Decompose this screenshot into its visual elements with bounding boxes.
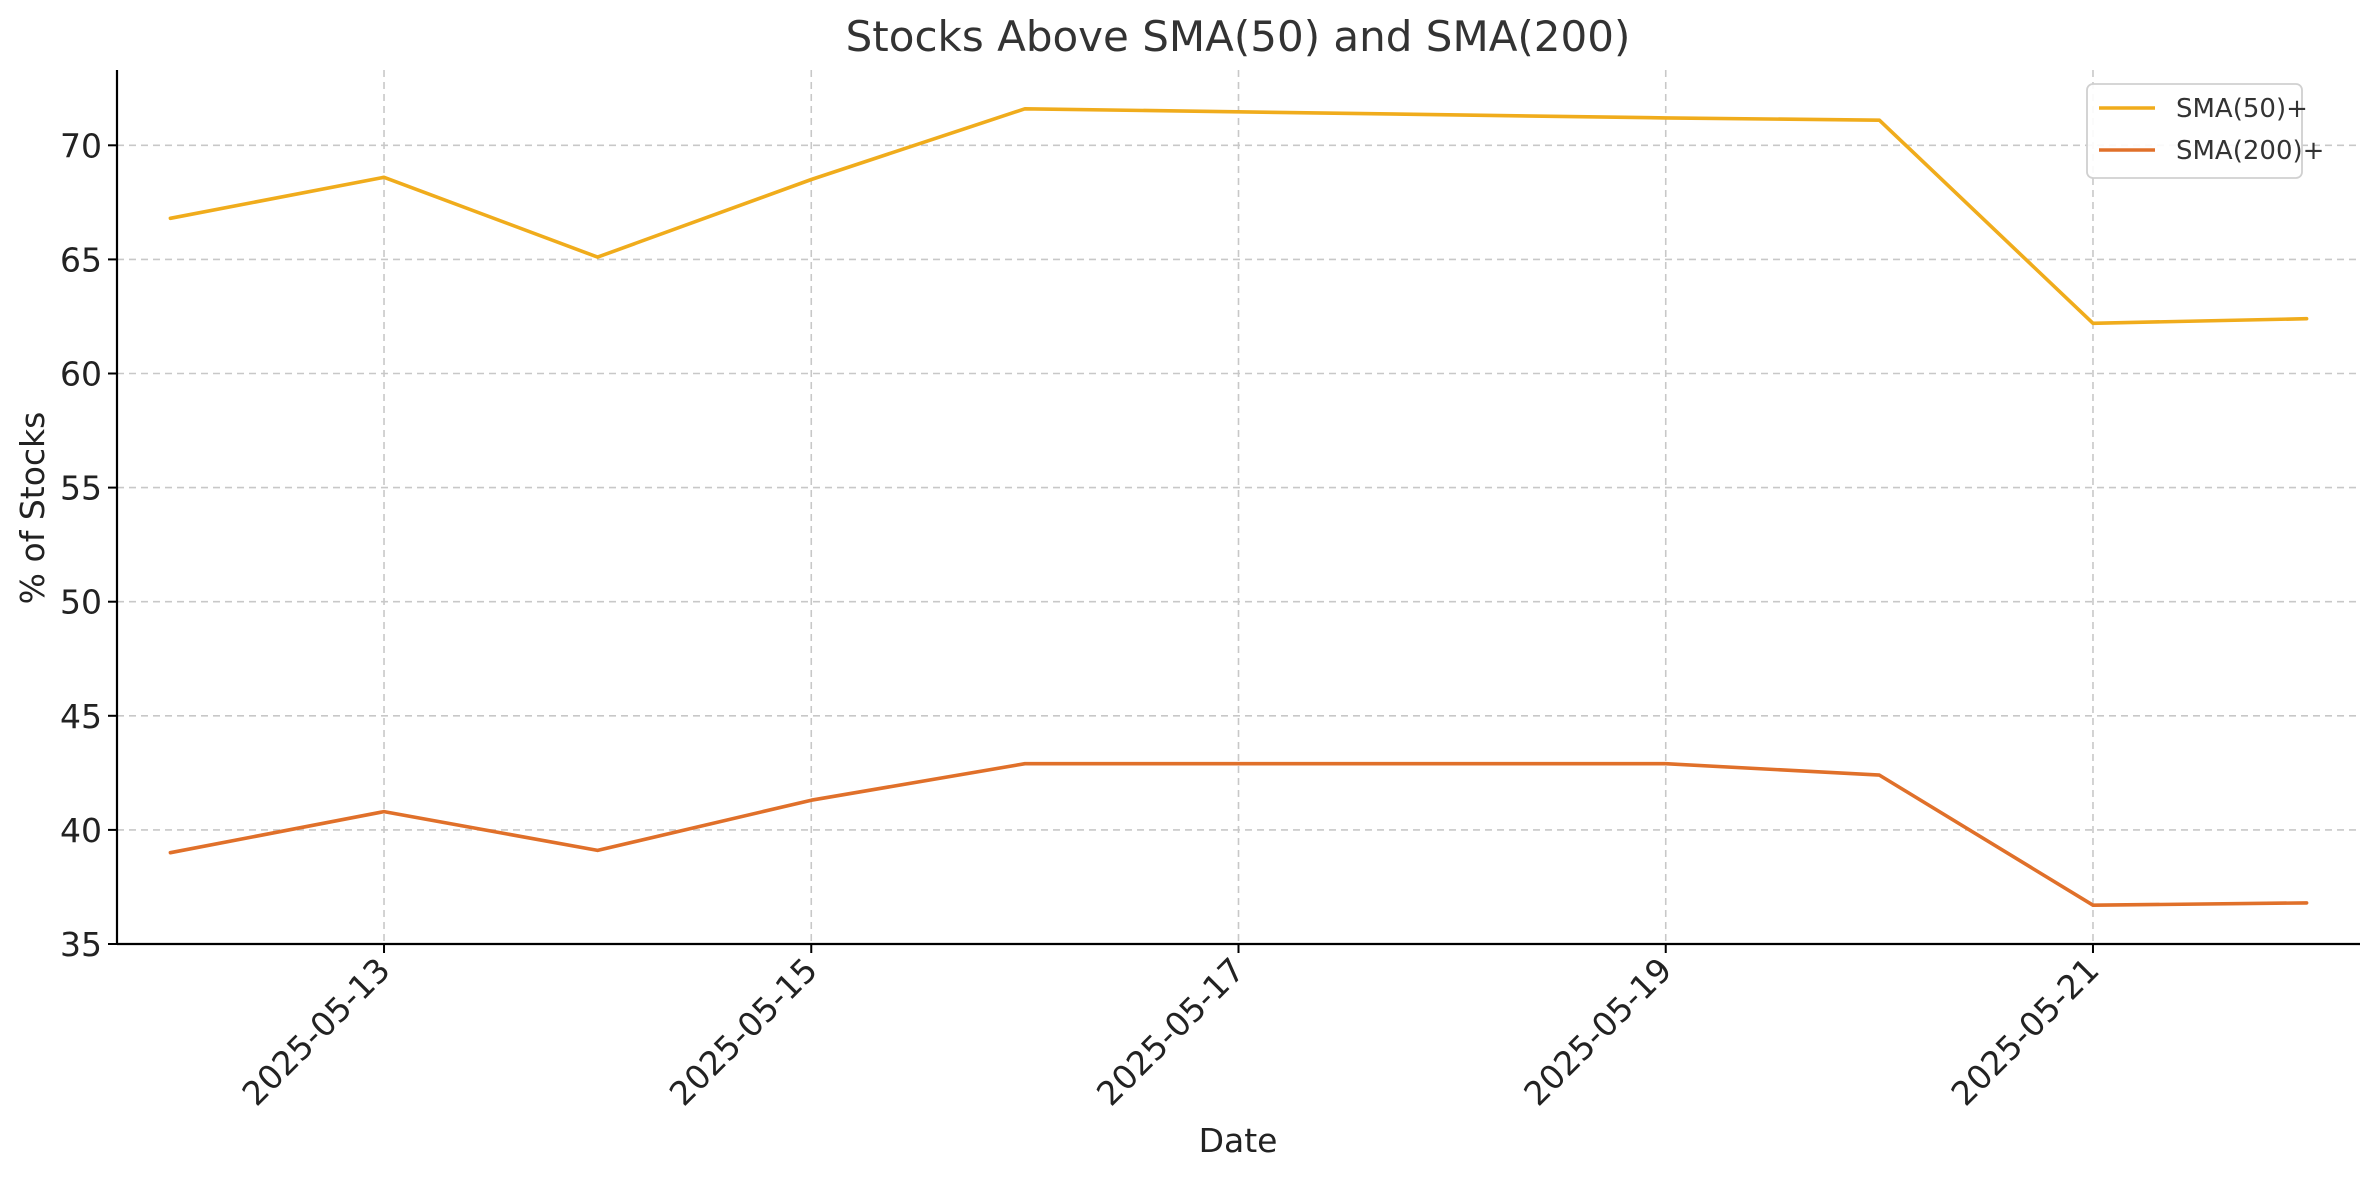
y-tick-label: 40 — [60, 811, 102, 850]
y-tick-label: 35 — [60, 925, 102, 964]
series-line-sma50 — [168, 107, 2309, 326]
legend-label-sma50: SMA(50)+ — [2176, 94, 2308, 124]
chart-title: Stocks Above SMA(50) and SMA(200) — [846, 12, 1631, 61]
series-lines — [168, 107, 2309, 908]
legend-label-sma200: SMA(200)+ — [2176, 136, 2324, 166]
y-tick-label: 50 — [60, 583, 102, 622]
x-axis-label: Date — [1199, 1121, 1278, 1160]
legend: SMA(50)+ SMA(200)+ — [2086, 83, 2324, 179]
y-tick-label: 45 — [60, 697, 102, 736]
y-tick-label: 70 — [60, 126, 102, 165]
y-tick-label: 55 — [60, 469, 102, 508]
y-axis-label: % of Stocks — [13, 412, 52, 605]
y-tick-label: 65 — [60, 240, 102, 279]
series-line-sma200 — [168, 761, 2309, 908]
y-ticks: 35 40 45 50 55 60 65 70 — [60, 126, 117, 964]
y-tick-label: 60 — [60, 355, 102, 394]
